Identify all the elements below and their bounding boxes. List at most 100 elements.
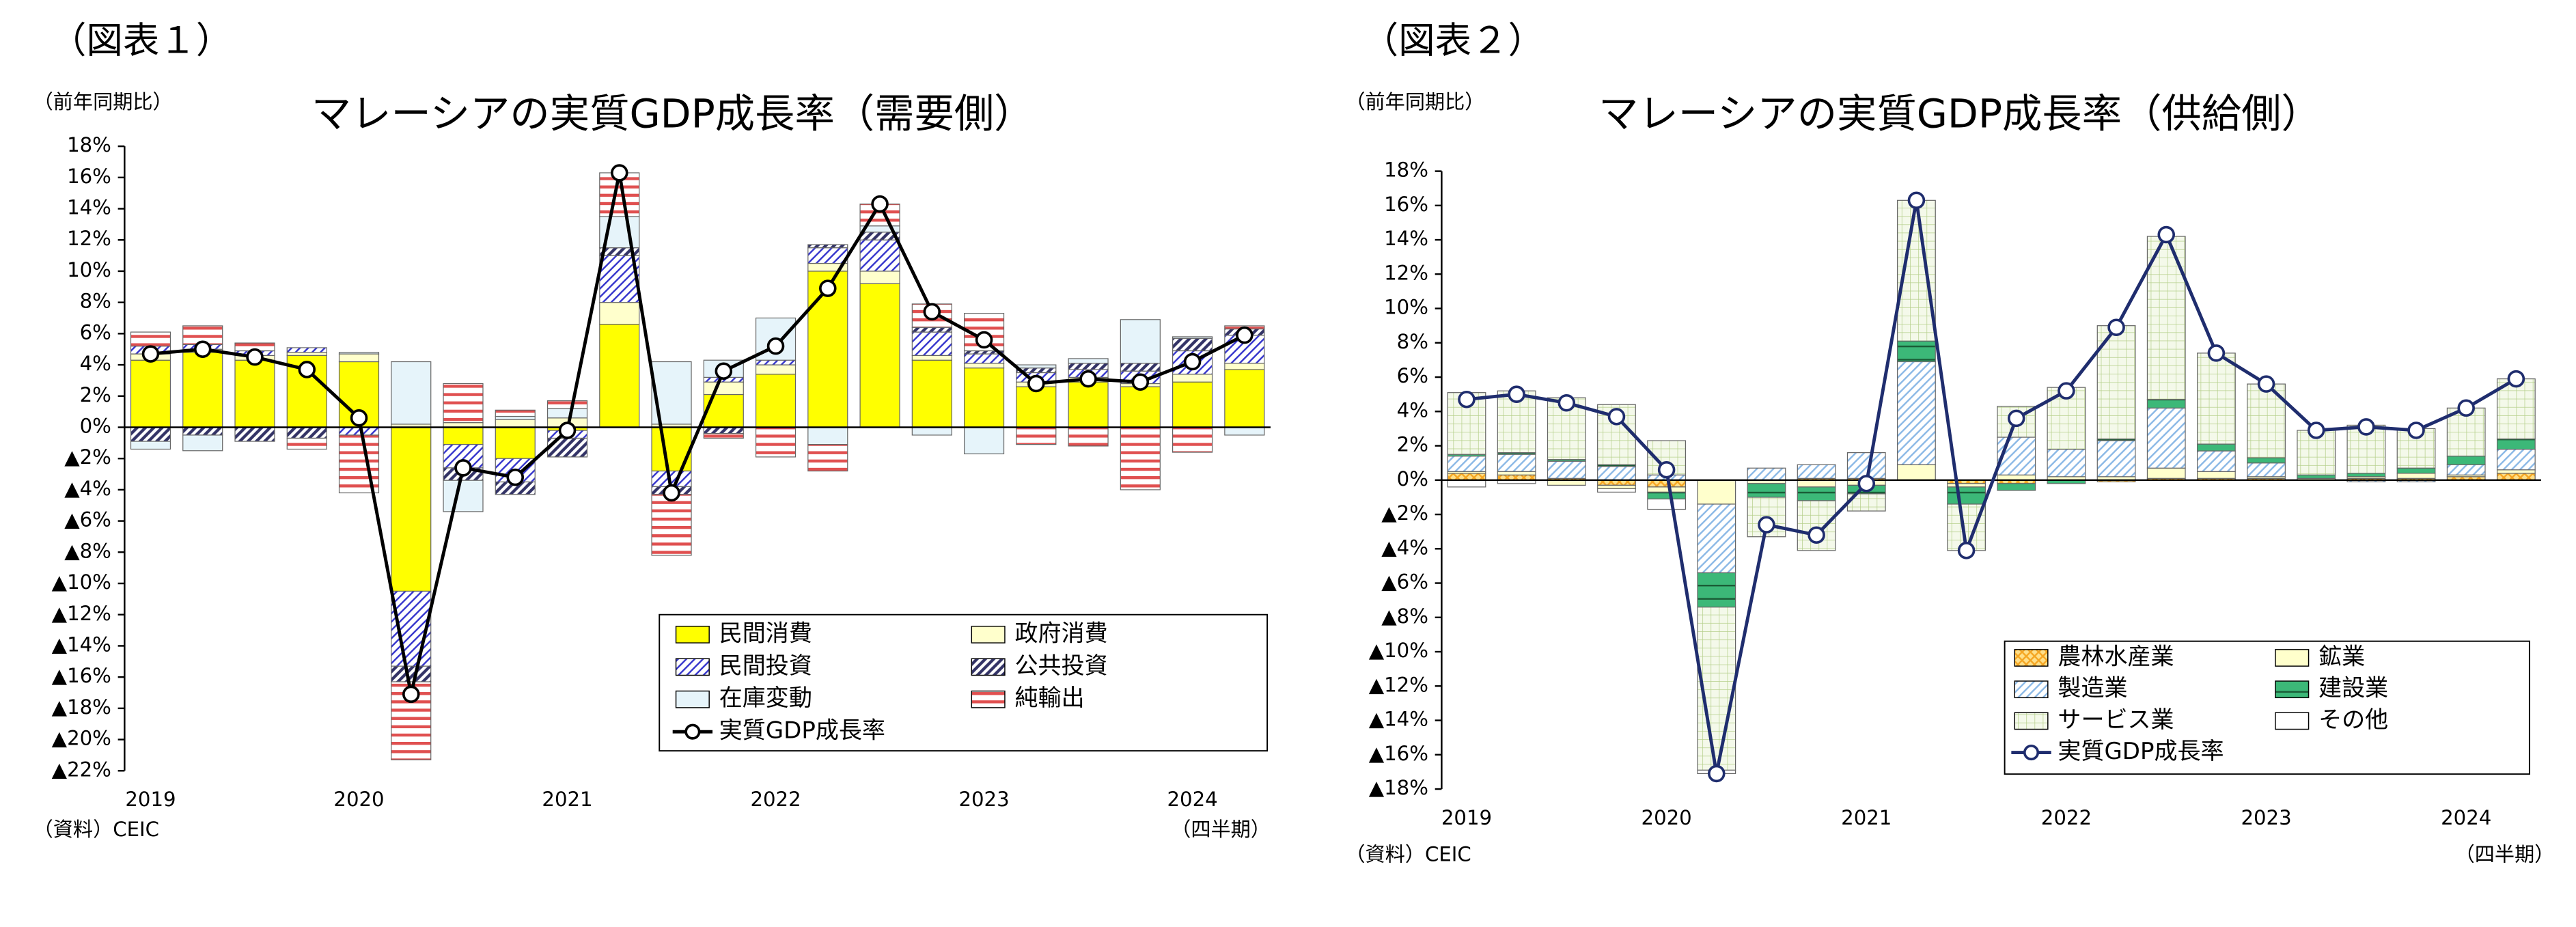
gdp-marker (350, 409, 368, 427)
y-tick-label: 2% (80, 383, 111, 406)
bar-segment (286, 352, 327, 356)
x-tick-label: 2022 (750, 788, 801, 811)
bar-segment (1647, 498, 1687, 510)
bar-segment (1797, 486, 1836, 501)
chart-title: マレーシアの実質GDP成長率（供給側） (1598, 90, 2321, 137)
bar-segment (807, 271, 848, 428)
bar-segment (1597, 488, 1636, 493)
bar-segment (1224, 363, 1265, 370)
y-tick-label: 10% (1384, 296, 1428, 319)
bar-segment (1120, 386, 1161, 428)
bar-segment (703, 381, 744, 396)
bar-segment (234, 426, 275, 442)
x-axis-label: （四半期） (1171, 818, 1271, 841)
bar-segment (2496, 448, 2536, 471)
x-tick-label: 2021 (542, 788, 592, 811)
bar-segment (1747, 467, 1786, 481)
bar-segment (1172, 337, 1213, 352)
bar-segment (130, 441, 171, 450)
y-tick-label: 14% (67, 196, 111, 219)
gdp-marker (663, 484, 680, 502)
legend-marker (684, 723, 701, 740)
bar-segment (2297, 474, 2336, 479)
gdp-marker (506, 468, 525, 486)
legend-label: 公共投資 (1015, 652, 1108, 680)
legend-swatch (2275, 712, 2310, 730)
legend-label: 実質GDP成長率 (719, 717, 885, 745)
source: （資料）CEIC (1345, 842, 1471, 866)
gdp-marker (1508, 385, 1525, 403)
bar-segment (963, 363, 1005, 369)
x-tick-label: 2020 (333, 788, 384, 811)
legend-swatch (971, 626, 1006, 644)
y-tick-label: ▲18% (52, 695, 111, 719)
legend-label: 実質GDP成長率 (2058, 738, 2224, 765)
y-tick-label: ▲14% (52, 633, 111, 656)
y-tick-label: ▲2% (64, 445, 111, 469)
gdp-marker (2157, 225, 2175, 244)
bar-segment (2396, 473, 2436, 479)
bar-segment (1016, 386, 1057, 428)
bar-segment (911, 355, 952, 361)
bar-segment (443, 426, 484, 445)
bar-segment (703, 433, 744, 439)
y-tick-label: ▲12% (1369, 673, 1428, 696)
bar-segment (1947, 486, 1986, 505)
bar-segment (391, 426, 432, 592)
bar-segment (599, 324, 640, 428)
bar-segment (2446, 456, 2486, 465)
legend-label: 民間消費 (719, 620, 812, 647)
bar-segment (859, 271, 900, 284)
legend-swatch (675, 658, 710, 676)
y-tick-label: 6% (80, 320, 111, 344)
gdp-marker (1079, 370, 1097, 388)
bar-segment (1224, 369, 1265, 428)
bar-segment (130, 331, 171, 347)
bar-segment (599, 302, 640, 325)
legend-label: 鉱業 (2318, 643, 2365, 670)
y-tick-label: 10% (67, 258, 111, 281)
bar-segment (1068, 426, 1109, 447)
y-tick-label: 14% (1384, 227, 1428, 250)
bar-segment (2496, 473, 2536, 481)
bar-segment (338, 353, 380, 363)
gdp-line (1466, 199, 2517, 774)
bar-segment (807, 247, 848, 264)
bar-segment (911, 426, 952, 436)
y-tick-label: ▲8% (64, 539, 111, 562)
y-tick-label: ▲4% (1381, 536, 1428, 559)
bar-segment (1547, 460, 1586, 479)
bar-segment (1497, 454, 1536, 472)
legend-swatch (675, 690, 710, 708)
bar-segment (2446, 464, 2486, 475)
bar-segment (1697, 503, 1736, 574)
bar-segment (286, 347, 327, 353)
gdp-marker (1183, 352, 1202, 371)
gdp-marker (871, 195, 889, 213)
bar-segment (1172, 336, 1213, 339)
y-tick-label: ▲16% (1369, 742, 1428, 765)
bar-segment (963, 368, 1005, 428)
bar-segment (599, 172, 640, 217)
bar-segment (338, 352, 380, 355)
gdp-marker (1607, 408, 1626, 426)
bar-segment (495, 419, 536, 428)
gdp-marker (298, 361, 316, 378)
gdp-marker (402, 685, 420, 704)
gdp-marker (2007, 409, 2025, 428)
bar-segment (807, 444, 848, 472)
x-tick-label: 2023 (958, 788, 1009, 811)
legend-swatch (675, 626, 710, 644)
bar-segment (495, 426, 536, 459)
legend-box (2004, 640, 2530, 775)
bar-segment (1016, 426, 1057, 445)
legend-box (659, 613, 1269, 752)
gdp-marker (715, 362, 733, 380)
bar-segment (1747, 483, 1786, 498)
gdp-marker (1131, 373, 1150, 391)
bar-segment (1497, 471, 1536, 475)
legend-swatch (971, 690, 1006, 708)
bar-segment (963, 426, 1005, 454)
bar-segment (755, 364, 797, 375)
